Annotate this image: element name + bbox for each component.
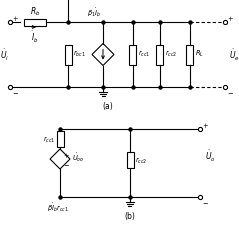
Bar — [186, 45, 194, 65]
Bar — [24, 20, 46, 26]
Text: $r_{cc2}$: $r_{cc2}$ — [165, 48, 177, 58]
Text: $-$: $-$ — [12, 89, 19, 95]
Text: $\beta_1\dot{I}_b$: $\beta_1\dot{I}_b$ — [87, 6, 101, 19]
Text: (b): (b) — [125, 211, 136, 220]
Bar — [126, 152, 134, 168]
Text: +: + — [202, 122, 207, 128]
Text: +: + — [12, 16, 17, 22]
Text: +: + — [63, 152, 69, 158]
Text: $\dot{U}_e$: $\dot{U}_e$ — [229, 48, 239, 63]
Text: (a): (a) — [103, 101, 113, 111]
Text: $-$: $-$ — [202, 198, 209, 204]
Text: $-$: $-$ — [63, 160, 70, 166]
Bar — [56, 131, 64, 147]
Text: $R_b$: $R_b$ — [30, 5, 40, 18]
Text: $r_{cc1}$: $r_{cc1}$ — [43, 134, 55, 144]
Text: $r_{cc1}$: $r_{cc1}$ — [138, 48, 150, 58]
Text: $\beta\dot{I}_b r_{cc1}$: $\beta\dot{I}_b r_{cc1}$ — [47, 200, 69, 213]
Text: $\dot{U}_i$: $\dot{U}_i$ — [0, 48, 9, 63]
Bar — [65, 45, 71, 65]
Text: $R_L$: $R_L$ — [195, 48, 204, 58]
Text: $r_{cc2}$: $r_{cc2}$ — [135, 155, 147, 165]
Text: $r_{bc1}$: $r_{bc1}$ — [73, 48, 86, 58]
Bar — [130, 45, 136, 65]
Text: $\dot{U}_{oo}$: $\dot{U}_{oo}$ — [72, 151, 84, 164]
Bar — [157, 45, 163, 65]
Text: +: + — [227, 16, 233, 22]
Text: $-$: $-$ — [227, 89, 234, 95]
Text: $\dot{U}_o$: $\dot{U}_o$ — [205, 148, 216, 163]
Text: $\dot{I}_b$: $\dot{I}_b$ — [31, 30, 39, 45]
